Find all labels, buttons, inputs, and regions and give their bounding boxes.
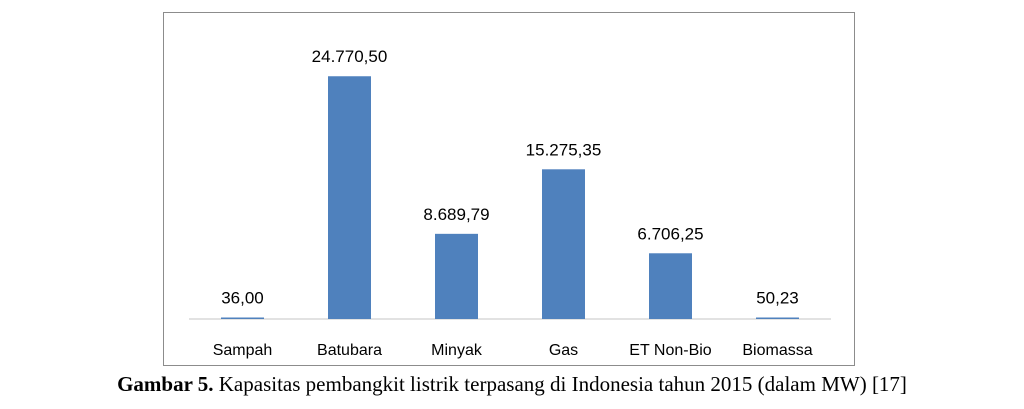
category-label: ET Non-Bio [629,342,712,359]
figure-caption: Gambar 5. Kapasitas pembangkit listrik t… [0,372,1024,397]
category-label: Minyak [431,342,483,359]
caption-label: Gambar 5. [117,372,214,396]
data-label: 24.770,50 [312,47,388,66]
category-label: Gas [549,342,578,359]
category-label: Sampah [213,342,273,359]
bar-sampah [221,317,264,319]
bar-biomassa [756,317,799,319]
bar-chart: 36,00 Sampah 24.770,50 Batubara 8.689,79 Miny… [189,47,831,359]
category-label: Batubara [317,342,382,359]
data-label: 36,00 [221,289,264,308]
bar-minyak [435,233,478,319]
data-label: 6.706,25 [637,224,703,243]
bar-batubara [328,76,371,319]
category-label: Biomassa [742,342,812,359]
bar-gas [542,169,585,319]
bar-et-non-bio [649,253,692,319]
caption-text: Kapasitas pembangkit listrik terpasang d… [213,372,907,396]
data-label: 8.689,79 [423,205,489,224]
data-label: 50,23 [756,289,799,308]
data-label: 15.275,35 [526,140,602,159]
chart-frame: 36,00 Sampah 24.770,50 Batubara 8.689,79 Miny… [163,12,855,366]
